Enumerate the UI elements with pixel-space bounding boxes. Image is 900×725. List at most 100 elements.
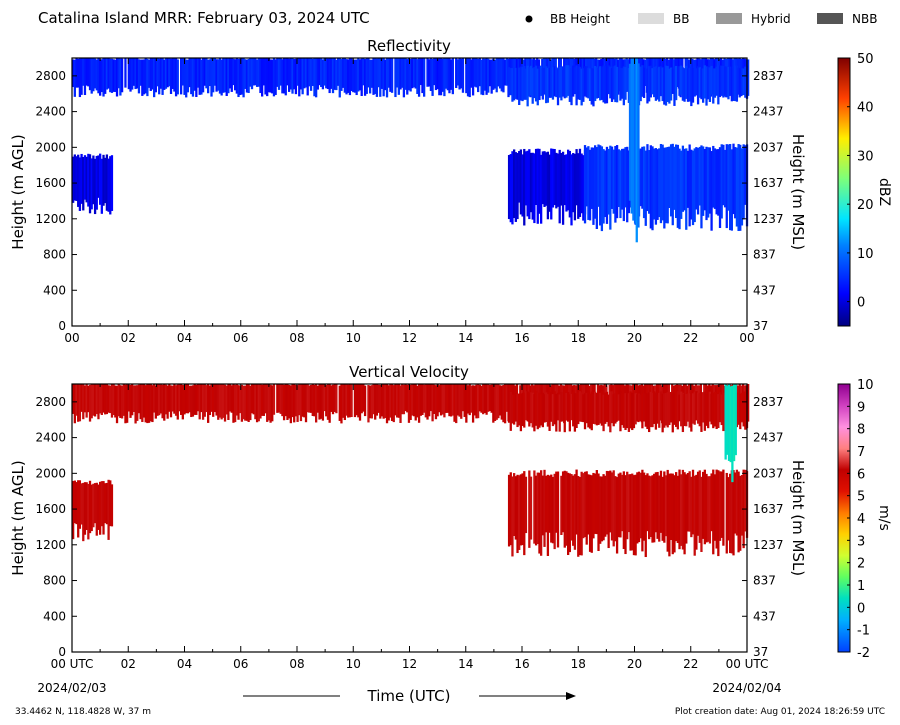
heatmap-cell [282,58,286,94]
heatmap-cell [117,384,120,417]
heatmap-cell [357,384,360,418]
velocity-colorbar-label: m/s [876,505,892,531]
heatmap-cell [516,153,519,220]
heatmap-cell [75,58,78,88]
heatmap-cell [131,58,134,90]
colorbar-tick-label: 1 [857,579,865,594]
heatmap-cell [159,58,163,89]
heatmap-cell [740,148,744,226]
heatmap-cell [316,58,319,90]
heatmap-cell [516,393,519,428]
heatmap-cell [732,384,736,462]
heatmap-cell [154,58,157,93]
legend-nbb-label: NBB [852,12,877,26]
heatmap-cell [153,58,156,98]
heatmap-cell [668,146,671,208]
heatmap-cell [330,58,333,89]
heatmap-cell [735,147,739,227]
heatmap-cell [107,58,110,89]
heatmap-cell [507,391,511,423]
heatmap-cell [563,66,566,99]
heatmap-cell [678,66,681,96]
heatmap-cell [644,150,647,226]
heatmap-cell [320,384,323,419]
heatmap-cell [421,58,424,94]
heatmap-cell [185,59,188,98]
heatmap-cell [729,144,732,231]
heatmap-cell [380,384,384,417]
heatmap-cell [664,475,668,537]
heatmap-cell [698,67,701,98]
heatmap-cell [585,147,588,207]
legend-bb-swatch [638,13,664,24]
heatmap-cell [685,394,688,427]
heatmap-cell [465,58,468,94]
colorbar-tick-label: 50 [857,52,874,67]
heatmap-cell [500,58,503,92]
heatmap-cell [631,473,634,551]
heatmap-cell [567,65,570,96]
heatmap-cell [519,393,523,432]
heatmap-cell [279,58,282,86]
heatmap-cell [707,66,710,100]
heatmap-cell [563,154,566,206]
y-tick-label: 2400 [35,105,66,119]
heatmap-cell [734,65,737,102]
reflectivity-panel: Reflectivity 040080012001600200024002800… [9,37,892,345]
heatmap-cell [732,143,735,215]
heatmap-cell [109,480,112,527]
heatmap-cell [124,384,127,424]
heatmap-cell [173,384,176,414]
heatmap-cell [578,391,582,422]
heatmap-cell [723,66,727,95]
heatmap-cell [80,153,83,204]
heatmap-cell [249,385,252,421]
colorbar-tick-label: 4 [857,512,865,527]
heatmap-cell [313,384,316,417]
heatmap-cell [678,394,681,422]
heatmap-cell [158,384,161,416]
heatmap-cell [626,146,629,223]
heatmap-cell [406,59,409,95]
heatmap-cell [99,153,102,205]
heatmap-cell [198,58,201,95]
heatmap-cell [443,384,446,418]
colorbar-tick-label: -2 [857,646,870,661]
heatmap-cell [518,475,521,550]
heatmap-cell [585,471,588,545]
heatmap-cell [744,391,747,430]
heatmap-cell [587,474,590,535]
y-tick-label: 2400 [35,431,66,445]
heatmap-cell [291,58,294,94]
heatmap-cell [144,385,147,423]
heatmap-cell [90,58,93,94]
heatmap-cell [93,384,97,417]
heatmap-cell [615,477,619,554]
heatmap-cell [73,384,76,424]
heatmap-cell [683,148,686,211]
heatmap-cell [446,384,449,413]
heatmap-cell [379,58,382,97]
heatmap-cell [88,384,92,422]
heatmap-cell [159,384,163,414]
heatmap-cell [110,384,114,418]
heatmap-cell [274,59,277,95]
heatmap-cell [217,59,220,91]
heatmap-cell [570,474,573,541]
heatmap-cell [739,144,742,231]
heatmap-cell [80,483,83,525]
heatmap-cell [304,58,308,88]
heatmap-cell [362,58,365,86]
heatmap-cell [723,149,727,208]
heatmap-cell [626,393,629,429]
heatmap-cell [493,384,497,421]
heatmap-cell [536,472,539,544]
heatmap-cell [529,65,533,96]
heatmap-cell [482,58,485,96]
heatmap-cell [129,58,132,92]
heatmap-cell [325,58,328,89]
heatmap-cell [698,393,701,427]
y-right-tick-label: 1637 [753,502,784,516]
heatmap-cell [649,476,652,538]
